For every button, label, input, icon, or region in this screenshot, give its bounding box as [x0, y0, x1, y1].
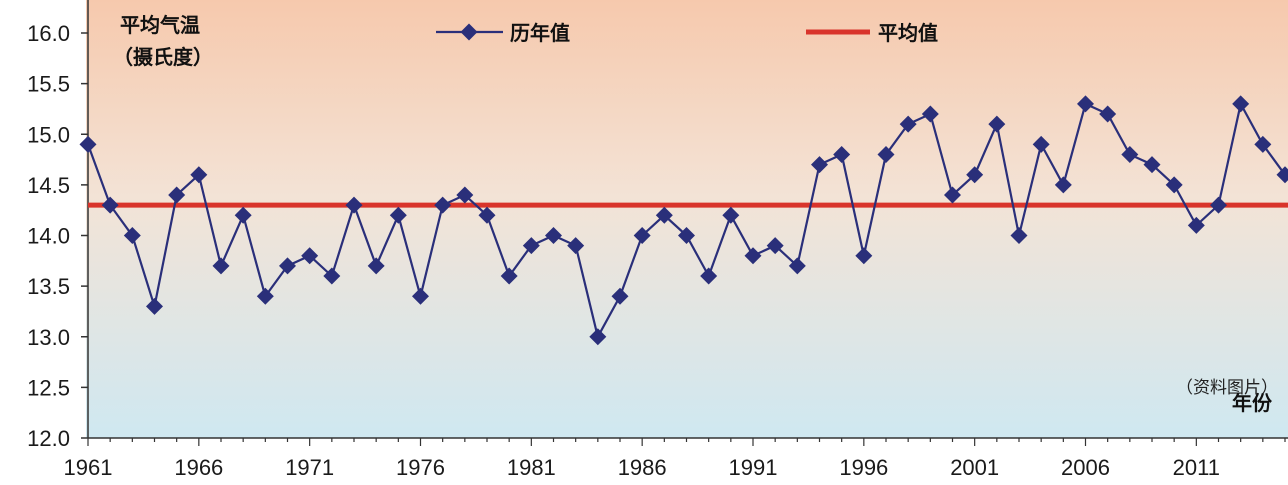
data-point: [545, 227, 562, 244]
data-point: [434, 196, 452, 214]
data-point: [146, 297, 163, 315]
x-tick-label: 2006: [1061, 455, 1110, 480]
x-tick-label: 1991: [729, 455, 778, 480]
data-point: [301, 247, 319, 265]
x-tick-label: 1961: [64, 455, 113, 480]
data-point: [855, 247, 873, 265]
data-point: [655, 206, 673, 224]
y-tick-label: 14.5: [27, 173, 70, 198]
data-point: [567, 237, 585, 255]
y-tick-label: 14.0: [27, 224, 70, 249]
data-point: [766, 237, 784, 255]
data-point: [899, 115, 917, 133]
data-point: [323, 267, 341, 285]
data-point: [212, 257, 230, 275]
data-point: [966, 166, 984, 184]
data-point: [456, 186, 474, 204]
data-point: [190, 166, 208, 184]
data-point: [788, 257, 806, 275]
data-point: [389, 206, 407, 224]
y-tick-label: 12.0: [27, 426, 70, 451]
x-tick-label: 2001: [950, 455, 999, 480]
y-tick-label: 12.5: [27, 375, 70, 400]
x-axis-label: 年份: [1232, 391, 1273, 415]
data-point: [522, 237, 540, 255]
data-point: [234, 206, 252, 224]
data-point: [678, 227, 695, 244]
x-tick-label: 2011: [1173, 455, 1220, 480]
data-point: [367, 257, 385, 275]
data-point: [345, 196, 363, 214]
y-tick-label: 13.5: [27, 274, 70, 299]
legend-label-历年值: 历年值: [510, 21, 570, 45]
data-point: [279, 257, 296, 275]
data-point: [877, 146, 895, 163]
data-point: [589, 328, 607, 346]
legend: 历年值 平均值: [436, 21, 938, 45]
source-note: （资料图片）: [1176, 378, 1278, 398]
data-point: [123, 227, 141, 244]
data-point: [412, 287, 429, 305]
y-tick-label: 15.0: [27, 122, 70, 147]
data-point: [256, 287, 274, 305]
y-axis-label-unit: （摄氏度）: [113, 45, 213, 69]
legend-label-平均值: 平均值: [878, 21, 938, 45]
data-point: [722, 206, 740, 224]
x-tick-label: 1971: [285, 455, 334, 480]
y-tick-label: 15.5: [27, 72, 70, 97]
y-tick-label: 16.0: [27, 21, 70, 46]
y-tick-label: 13.0: [27, 325, 70, 350]
data-point: [700, 267, 718, 285]
data-point: [988, 115, 1006, 133]
x-tick-label: 1976: [396, 455, 445, 480]
y-axis-label: 平均气温: [120, 13, 200, 37]
data-point: [833, 146, 851, 163]
x-tick-label: 1981: [507, 455, 556, 480]
data-point: [744, 247, 762, 265]
data-point: [101, 196, 119, 214]
x-tick-label: 1966: [174, 455, 223, 480]
x-tick-label: 1996: [839, 455, 888, 480]
data-point: [79, 135, 97, 153]
data-point: [1010, 227, 1028, 244]
data-point: [633, 227, 651, 244]
plot-background: [86, 0, 1288, 438]
data-point: [944, 186, 961, 204]
data-point: [478, 206, 496, 224]
data-point: [168, 186, 186, 204]
data-point: [611, 287, 629, 305]
data-point: [921, 105, 939, 123]
data-point: [811, 156, 828, 174]
x-tick-label: 1986: [618, 455, 667, 480]
